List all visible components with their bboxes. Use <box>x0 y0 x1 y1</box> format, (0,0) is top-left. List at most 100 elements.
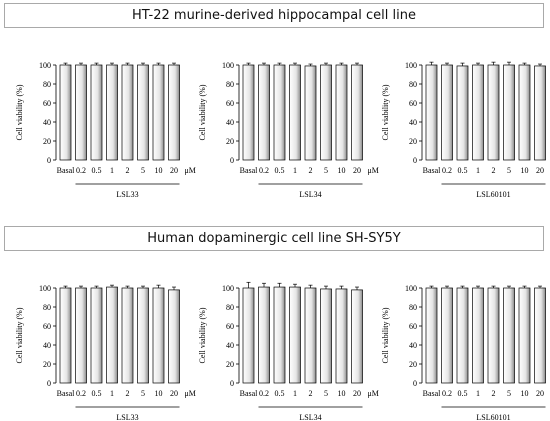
chart-5-bar-7 <box>534 287 546 384</box>
chart-3-x-tick-label-5: 5 <box>141 389 145 398</box>
chart-0-y-tick-label-5: 100 <box>39 61 51 70</box>
chart-2-y-tick-label-5: 100 <box>405 61 417 70</box>
chart-0-bar-5 <box>137 64 149 161</box>
chart-2-bar-4 <box>487 64 500 161</box>
chart-3-group-label: LSL33 <box>116 413 138 421</box>
chart-5-x-tick-label-3: 1 <box>476 389 480 398</box>
chart-4-x-tick-label-3: 1 <box>293 389 297 398</box>
chart-5-bar-1 <box>441 287 453 384</box>
chart-5-bar-5 <box>503 287 515 384</box>
chart-0-y-tick-label-2: 40 <box>43 118 51 127</box>
chart-4-bar-3 <box>289 286 301 384</box>
chart-5-y-tick-label-0: 0 <box>413 379 417 388</box>
chart-0-x-tick-label-6: 10 <box>155 166 163 175</box>
chart-0-x-tick-label-4: 2 <box>126 166 130 175</box>
chart-2-x-tick-label-4: 2 <box>492 166 496 175</box>
chart-0-bar-4 <box>121 64 134 161</box>
chart-3-bar-4 <box>121 287 134 384</box>
chart-5-bar-3 <box>472 287 484 384</box>
chart-1-y-tick-label-3: 60 <box>226 99 234 108</box>
chart-2-bar-6 <box>518 64 531 161</box>
chart-2-y-tick-label-4: 80 <box>409 80 417 89</box>
chart-5-x-tick-label-4: 2 <box>492 389 496 398</box>
chart-ht22-lsl60101: Cell viability (%) 0 20 40 60 80 100 Basal 0.2 0.… <box>381 61 546 199</box>
chart-1-bar-4 <box>304 65 317 161</box>
chart-5-bar-4 <box>487 287 500 384</box>
chart-3-y-tick-label-0: 0 <box>47 379 51 388</box>
chart-1-bar-2 <box>273 64 286 161</box>
chart-2-bar-5 <box>503 64 515 161</box>
chart-2-x-tick-label-3: 1 <box>476 166 480 175</box>
chart-0-y-tick-label-0: 0 <box>47 156 51 165</box>
chart-1-x-tick-label-0: Basal <box>240 166 259 175</box>
chart-shsy5y-lsl34: Cell viability (%) 0 20 40 60 80 100 Basal 0.2 0.… <box>198 281 379 421</box>
chart-2-y-tick-label-0: 0 <box>413 156 417 165</box>
chart-shsy5y-lsl60101: Cell viability (%) 0 20 40 60 80 100 Basal 0.2 0.… <box>381 284 546 421</box>
chart-1-x-tick-label-1: 0.2 <box>259 166 269 175</box>
chart-4-bar-1 <box>258 286 270 384</box>
chart-3-y-tick-label-2: 40 <box>43 341 51 350</box>
chart-0-bar-2 <box>90 64 103 161</box>
chart-5-x-tick-label-1: 0.2 <box>442 389 452 398</box>
chart-1-x-tick-label-3: 1 <box>293 166 297 175</box>
chart-5-x-tick-label-5: 5 <box>507 389 511 398</box>
chart-4-y-axis-label: Cell viability (%) <box>198 307 207 363</box>
chart-4-bar-4 <box>304 287 317 384</box>
chart-3-bar-1 <box>75 287 87 384</box>
chart-4-x-tick-label-7: 20 <box>353 389 361 398</box>
chart-1-y-tick-label-2: 40 <box>226 118 234 127</box>
chart-0-unit-label: μM <box>185 166 196 175</box>
chart-2-x-tick-label-7: 20 <box>536 166 544 175</box>
chart-3-y-tick-label-4: 80 <box>43 303 51 312</box>
chart-2-y-tick-label-3: 60 <box>409 99 417 108</box>
chart-2-bar-0 <box>425 64 438 161</box>
chart-4-y-tick-label-2: 40 <box>226 341 234 350</box>
chart-4-x-tick-label-6: 10 <box>338 389 346 398</box>
chart-0-bar-1 <box>75 64 87 161</box>
chart-5-bar-6 <box>518 287 531 384</box>
chart-2-bar-1 <box>441 64 453 161</box>
chart-5-bar-2 <box>456 287 469 384</box>
chart-5-group-label: LSL60101 <box>476 413 510 421</box>
chart-shsy5y-lsl33: Cell viability (%) 0 20 40 60 80 100 Basal 0.2 0.… <box>15 284 196 421</box>
chart-3-bar-3 <box>106 286 118 384</box>
chart-2-x-tick-label-2: 0.5 <box>458 166 468 175</box>
chart-4-bar-6 <box>335 288 348 384</box>
chart-0-y-axis-label: Cell viability (%) <box>15 84 24 140</box>
chart-4-unit-label: μM <box>368 389 379 398</box>
chart-2-x-tick-label-1: 0.2 <box>442 166 452 175</box>
chart-0-y-tick-label-4: 80 <box>43 80 51 89</box>
chart-0-bar-0 <box>59 64 72 161</box>
chart-1-y-axis-label: Cell viability (%) <box>198 84 207 140</box>
chart-5-y-tick-label-3: 60 <box>409 322 417 331</box>
chart-0-bar-7 <box>168 64 180 161</box>
chart-2-bar-2 <box>456 65 469 161</box>
chart-0-x-tick-label-3: 1 <box>110 166 114 175</box>
chart-1-y-tick-label-0: 0 <box>230 156 234 165</box>
chart-1-bar-3 <box>289 64 301 161</box>
chart-3-x-tick-label-0: Basal <box>57 389 76 398</box>
chart-2-x-tick-label-6: 10 <box>521 166 529 175</box>
chart-4-x-tick-label-0: Basal <box>240 389 259 398</box>
chart-1-bar-0 <box>242 64 255 161</box>
chart-3-bar-0 <box>59 287 72 384</box>
chart-3-x-tick-label-3: 1 <box>110 389 114 398</box>
chart-4-y-tick-label-4: 80 <box>226 303 234 312</box>
chart-3-x-tick-label-4: 2 <box>126 389 130 398</box>
chart-2-y-axis-label: Cell viability (%) <box>381 84 390 140</box>
chart-2-x-tick-label-5: 5 <box>507 166 511 175</box>
chart-0-x-tick-label-0: Basal <box>57 166 76 175</box>
chart-3-unit-label: μM <box>185 389 196 398</box>
chart-3-x-tick-label-6: 10 <box>155 389 163 398</box>
chart-4-y-tick-label-3: 60 <box>226 322 234 331</box>
chart-5-y-tick-label-1: 20 <box>409 360 417 369</box>
chart-3-bar-7 <box>168 289 180 384</box>
chart-1-y-tick-label-4: 80 <box>226 80 234 89</box>
chart-5-x-tick-label-0: Basal <box>423 389 442 398</box>
chart-0-bar-6 <box>152 64 165 161</box>
chart-1-y-tick-label-1: 20 <box>226 137 234 146</box>
chart-2-y-tick-label-2: 40 <box>409 118 417 127</box>
chart-3-bar-6 <box>152 287 165 384</box>
chart-0-x-tick-label-5: 5 <box>141 166 145 175</box>
chart-4-x-tick-label-1: 0.2 <box>259 389 269 398</box>
